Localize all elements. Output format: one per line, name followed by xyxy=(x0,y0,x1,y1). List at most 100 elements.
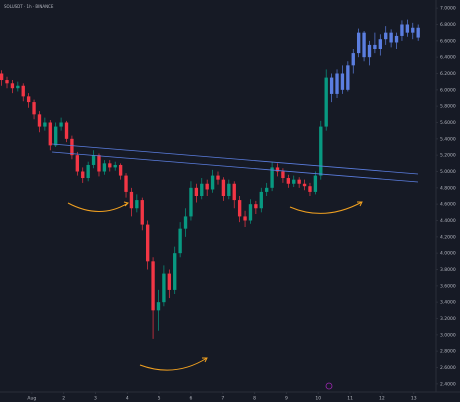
y-tick-label: 6.4000 xyxy=(440,55,456,61)
candle-body xyxy=(216,175,220,180)
pattern-curves xyxy=(67,201,363,371)
curve-arrow xyxy=(289,201,363,214)
candle-body xyxy=(243,216,247,221)
candle-body xyxy=(151,261,155,311)
x-tick-label: 8 xyxy=(253,396,256,402)
candle-body xyxy=(302,183,307,187)
candle-body xyxy=(351,53,355,66)
candle-body xyxy=(178,228,182,254)
candle-body xyxy=(248,204,253,221)
candle-body xyxy=(113,164,117,168)
candle-body xyxy=(59,122,63,127)
y-tick-label: 5.6000 xyxy=(440,120,456,126)
candle-body xyxy=(378,39,382,49)
x-tick-label: 9 xyxy=(285,396,288,402)
curve-arrow xyxy=(139,357,208,371)
candle-body xyxy=(124,175,128,192)
candle-body xyxy=(405,24,410,33)
candle-body xyxy=(140,200,144,225)
y-tick-label: 6.6000 xyxy=(440,38,456,44)
candle-body xyxy=(167,273,171,290)
candle-body xyxy=(416,27,420,38)
candle-body xyxy=(346,65,350,90)
y-tick-label: 5.8000 xyxy=(440,104,456,110)
candle-body xyxy=(340,73,345,90)
candle-body xyxy=(373,44,377,49)
candle-body xyxy=(308,186,312,192)
candle-body xyxy=(313,175,318,192)
event-marker[interactable] xyxy=(325,382,333,390)
y-tick-label: 3.4000 xyxy=(440,300,456,306)
candle-body xyxy=(135,200,139,209)
candle-body xyxy=(254,204,258,209)
y-tick-label: 6.8000 xyxy=(440,22,456,28)
candle-body xyxy=(54,126,58,146)
candle-body xyxy=(81,171,85,179)
y-tick-label: 6.2000 xyxy=(440,71,456,77)
x-tick-label: Aug xyxy=(27,396,36,402)
candle-body xyxy=(189,187,193,217)
x-tick-label: 3 xyxy=(94,396,97,402)
y-tick-label: 4.2000 xyxy=(440,234,456,240)
candle-body xyxy=(91,155,96,165)
x-tick-label: 13 xyxy=(411,396,417,402)
y-tick-label: 3.0000 xyxy=(440,332,456,338)
candle-body xyxy=(265,187,269,192)
x-tick-label: 12 xyxy=(379,396,385,402)
candle-body xyxy=(362,32,366,58)
y-tick-label: 7.0000 xyxy=(440,6,456,12)
plot xyxy=(0,19,420,339)
y-tick-label: 2.8000 xyxy=(440,349,456,355)
candle-body xyxy=(70,138,74,156)
candle-body xyxy=(227,183,231,196)
candle-body xyxy=(389,32,393,43)
candle-body xyxy=(64,122,69,139)
y-tick-label: 6.0000 xyxy=(440,87,456,93)
y-tick-label: 3.8000 xyxy=(440,267,456,273)
y-tick-label: 4.6000 xyxy=(440,202,456,208)
candle-body xyxy=(367,44,372,58)
candle-body xyxy=(411,27,415,33)
candle-body xyxy=(5,80,9,84)
candle-body xyxy=(97,155,101,172)
candle-body xyxy=(275,167,280,172)
candle-body xyxy=(108,163,112,168)
y-tick-label: 5.0000 xyxy=(440,169,456,175)
y-tick-label: 3.2000 xyxy=(440,316,456,322)
candle-body xyxy=(210,175,215,190)
candle-body xyxy=(200,183,204,196)
candle-body xyxy=(297,179,301,184)
y-tick-label: 4.0000 xyxy=(440,251,456,257)
x-tick-label: 11 xyxy=(347,396,353,402)
y-tick-label: 5.2000 xyxy=(440,153,456,159)
candle-body xyxy=(356,32,361,54)
candle-body xyxy=(335,73,339,94)
y-tick-label: 4.4000 xyxy=(440,218,456,224)
y-tick-label: 5.4000 xyxy=(440,136,456,142)
candle-body xyxy=(394,35,399,43)
x-tick-label: 2 xyxy=(62,396,65,402)
candle-body xyxy=(292,179,296,184)
candle-body xyxy=(286,178,291,184)
candle-body xyxy=(319,126,323,176)
candle-body xyxy=(205,183,209,190)
channel-line xyxy=(51,151,419,183)
candle-body xyxy=(26,96,31,103)
x-tick-label: 6 xyxy=(190,396,193,402)
candle-body xyxy=(145,224,150,262)
neckline-channel xyxy=(51,143,419,183)
candle-body xyxy=(129,191,134,209)
candle-body xyxy=(156,302,161,311)
curve-arrow xyxy=(67,201,129,212)
y-tick-label: 3.6000 xyxy=(440,283,456,289)
candle-body xyxy=(270,167,274,188)
y-tick-label: 2.4000 xyxy=(440,381,456,387)
candle-body xyxy=(16,85,20,89)
candle-body xyxy=(329,77,334,94)
x-tick-label: 4 xyxy=(126,396,129,402)
candle-body xyxy=(232,183,236,201)
candle-body xyxy=(21,85,25,97)
